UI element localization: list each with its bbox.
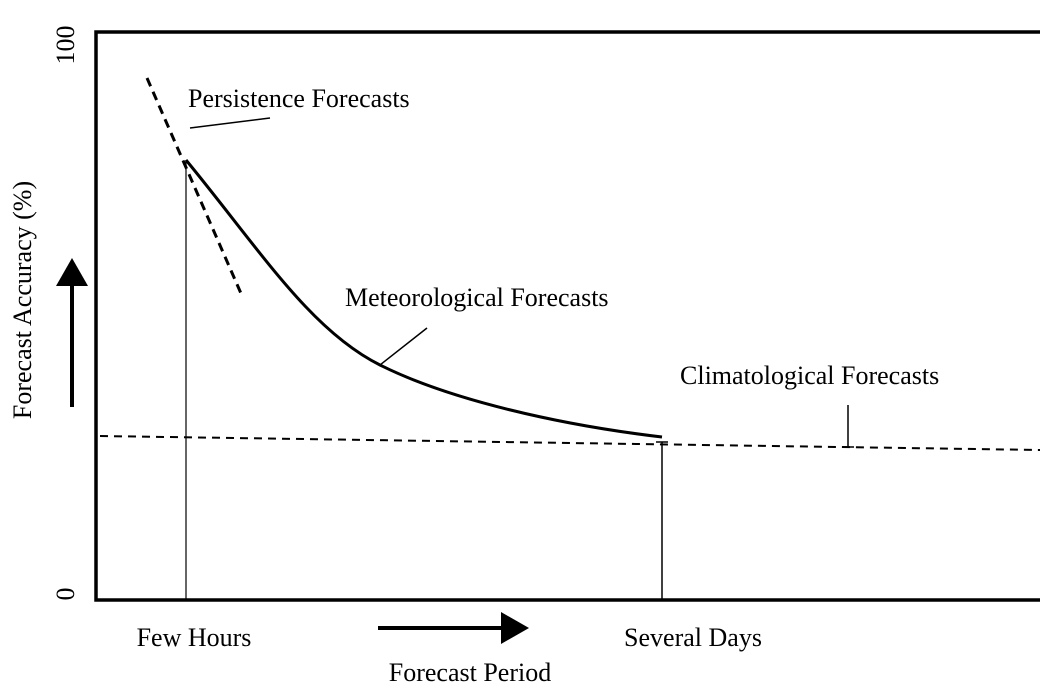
- meteorological-leader: [379, 327, 428, 366]
- y-bottom-label: 0: [51, 588, 80, 601]
- climatological-line: [99, 435, 1040, 451]
- x-right-label: Several Days: [624, 623, 762, 652]
- persistence-label: Persistence Forecasts: [188, 84, 410, 113]
- y-axis-title: Forecast Accuracy (%): [8, 181, 37, 419]
- x-axis-title: Forecast Period: [389, 658, 551, 687]
- climatological-label: Climatological Forecasts: [680, 361, 939, 390]
- axes-frame: [94, 30, 1040, 602]
- persistence-leader: [189, 117, 271, 129]
- meteorological-label: Meteorological Forecasts: [345, 283, 609, 312]
- persistence-line: [145, 77, 245, 299]
- y-top-label: 100: [51, 26, 80, 65]
- x-left-label: Few Hours: [137, 623, 252, 652]
